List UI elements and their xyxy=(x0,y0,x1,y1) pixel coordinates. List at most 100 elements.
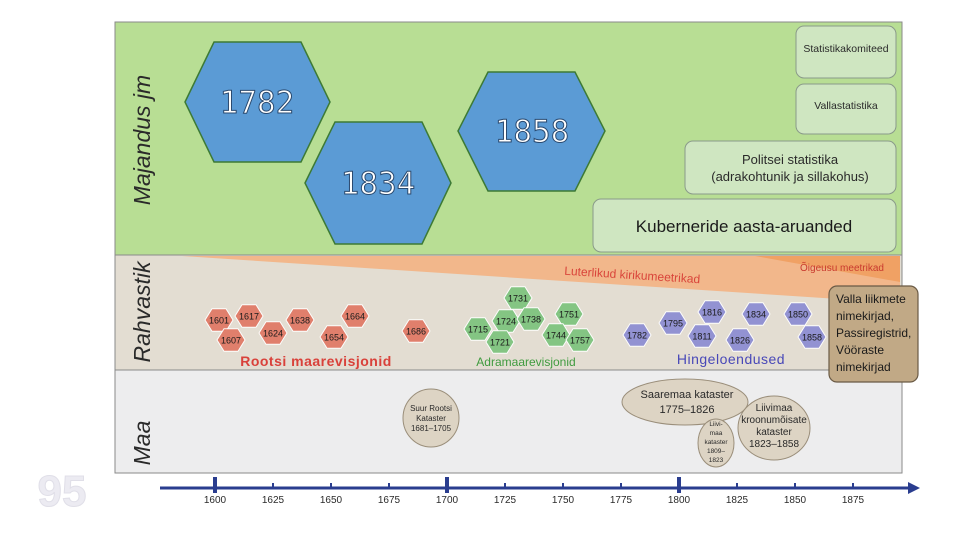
year-hexagon-label-1664: 1664 xyxy=(345,312,365,322)
governors-reports-label: Kuberneride aasta-aruanded xyxy=(636,217,852,236)
village-lists-box xyxy=(828,285,919,383)
year-hexagon-1654 xyxy=(319,325,349,349)
village-lists-line-5: nimekirjad xyxy=(836,360,891,374)
timeline-tick-label-1825: 1825 xyxy=(726,495,749,506)
village-lists-line-3: Passiregistrid, xyxy=(836,326,911,340)
statistics-committees-box xyxy=(795,25,897,79)
parish-statistics-label: Vallastatistika xyxy=(814,100,878,112)
year-hexagon-label-1744: 1744 xyxy=(546,331,566,341)
livonia-cadastre-line-5: 1823 xyxy=(709,457,724,464)
saaremaa-cadastre-line-1: Saaremaa kataster xyxy=(641,389,734,401)
year-hexagon-1811 xyxy=(687,324,717,348)
hexagon-1858-label: 1858 xyxy=(495,114,570,150)
year-hexagon-1834 xyxy=(741,302,771,326)
saaremaa-cadastre-ellipse xyxy=(621,378,749,426)
year-hexagon-label-1850: 1850 xyxy=(788,310,808,320)
year-hexagon-label-1617: 1617 xyxy=(239,312,259,322)
year-hexagon-1858 xyxy=(797,325,827,349)
statistics-committees-label: Statistikakomiteed xyxy=(803,43,888,55)
year-hexagon-1724 xyxy=(491,309,521,333)
police-statistics-label-1: Politsei statistika xyxy=(742,152,839,167)
watermark-95: 95 xyxy=(38,467,87,516)
year-hexagon-1744 xyxy=(541,323,571,347)
rootsi-label: Rootsi maarevisjonid xyxy=(240,353,392,369)
year-hexagon-1607 xyxy=(216,328,246,352)
orthodox-records-wedge xyxy=(755,256,900,282)
year-hexagon-1617 xyxy=(234,304,264,328)
saaremaa-cadastre-line-2: 1775–1826 xyxy=(659,404,714,416)
livonia-crown-line-2: kroonumõisate xyxy=(741,415,807,426)
livonia-crown-cadastre-ellipse xyxy=(737,395,811,461)
livonia-crown-line-1: Liivimaa xyxy=(756,403,793,414)
timeline-tick-label-1725: 1725 xyxy=(494,495,517,506)
timeline-tick-label-1850: 1850 xyxy=(784,495,807,506)
year-hexagon-1751 xyxy=(554,302,584,326)
year-hexagon-label-1782: 1782 xyxy=(627,331,647,341)
year-hexagon-label-1624: 1624 xyxy=(263,329,283,339)
year-hexagon-label-1826: 1826 xyxy=(730,336,750,346)
police-statistics-label-2: (adrakohtunik ja sillakohus) xyxy=(711,169,869,184)
year-hexagon-1686 xyxy=(401,319,431,343)
year-hexagon-label-1795: 1795 xyxy=(663,319,683,329)
timeline-tick-label-1700: 1700 xyxy=(436,495,459,506)
timeline-arrowhead xyxy=(908,482,920,494)
year-hexagon-label-1638: 1638 xyxy=(290,316,310,326)
police-statistics-box xyxy=(684,140,897,195)
year-hexagon-label-1834: 1834 xyxy=(746,310,766,320)
year-hexagon-label-1721: 1721 xyxy=(490,338,510,348)
swedish-cadastre-line-1: Suur Rootsi xyxy=(410,404,452,413)
timeline-tick-label-1675: 1675 xyxy=(378,495,401,506)
hexagon-1858 xyxy=(457,71,606,192)
year-hexagon-1782 xyxy=(622,323,652,347)
year-hexagon-label-1654: 1654 xyxy=(324,333,344,343)
year-hexagon-label-1731: 1731 xyxy=(508,294,528,304)
parish-statistics-box xyxy=(795,83,897,135)
village-lists-line-4: Vööraste xyxy=(836,343,884,357)
livonia-crown-line-3: kataster xyxy=(756,427,792,438)
year-hexagon-label-1607: 1607 xyxy=(221,336,241,346)
swedish-cadastre-line-3: 1681–1705 xyxy=(411,424,452,433)
band-label-land: Maa xyxy=(129,421,155,466)
timeline-tick-label-1875: 1875 xyxy=(842,495,865,506)
year-hexagon-1721 xyxy=(485,330,515,354)
livonia-crown-line-4: 1823–1858 xyxy=(749,439,799,450)
year-hexagon-label-1686: 1686 xyxy=(406,327,426,337)
year-hexagon-label-1724: 1724 xyxy=(496,317,516,327)
year-hexagon-label-1601: 1601 xyxy=(209,316,229,326)
year-hexagon-label-1715: 1715 xyxy=(468,325,488,335)
timeline-tick-label-1750: 1750 xyxy=(552,495,575,506)
year-hexagon-1664 xyxy=(340,304,370,328)
year-hexagon-label-1757: 1757 xyxy=(570,336,590,346)
year-hexagon-1757 xyxy=(565,328,595,352)
year-hexagon-label-1738: 1738 xyxy=(521,315,541,325)
year-hexagon-1795 xyxy=(658,311,688,335)
hexagon-1834-label: 1834 xyxy=(341,166,416,202)
swedish-cadastre-ellipse xyxy=(402,388,460,448)
adramaa-label: Adramaarevisjonid xyxy=(476,355,575,369)
year-hexagon-label-1751: 1751 xyxy=(559,310,579,320)
village-lists-line-2: nimekirjad, xyxy=(836,309,894,323)
swedish-cadastre-line-2: Kataster xyxy=(416,414,446,423)
year-hexagon-1624 xyxy=(258,321,288,345)
livonia-cadastre-line-4: 1809– xyxy=(707,448,725,455)
hingeloendused-label: Hingeloendused xyxy=(677,351,785,367)
livonia-cadastre-line-2: maa xyxy=(710,430,723,437)
year-hexagon-label-1816: 1816 xyxy=(702,308,722,318)
orthodox-records-label: Õigeusu meetrikad xyxy=(800,261,884,274)
year-hexagon-1738 xyxy=(516,307,546,331)
hexagon-1782 xyxy=(184,41,331,163)
year-hexagon-1816 xyxy=(697,300,727,324)
year-hexagon-1715 xyxy=(463,317,493,341)
village-lists-line-1: Valla liikmete xyxy=(836,292,906,306)
timeline-tick-label-1775: 1775 xyxy=(610,495,633,506)
timeline-tick-label-1625: 1625 xyxy=(262,495,285,506)
year-hexagon-label-1858: 1858 xyxy=(802,333,822,343)
livonia-cadastre-line-1: Liivi- xyxy=(709,421,722,428)
year-hexagon-1638 xyxy=(285,308,315,332)
timeline-tick-label-1600: 1600 xyxy=(204,495,227,506)
band-label-population: Rahvastik xyxy=(129,260,155,362)
livonia-cadastre-ellipse xyxy=(697,418,735,468)
year-hexagon-1826 xyxy=(725,328,755,352)
governors-reports-box xyxy=(592,198,897,253)
